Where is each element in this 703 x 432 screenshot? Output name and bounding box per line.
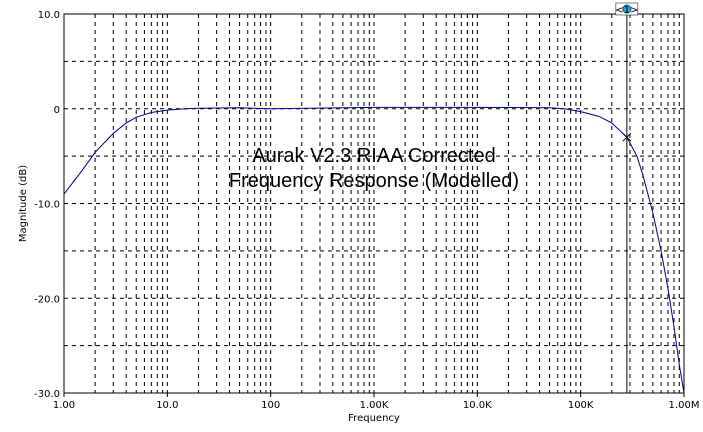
y-axis-ticks: 10.0 0 -10.0 -20.0 -30.0 (34, 10, 60, 400)
x-tick-label: 1.00M (669, 400, 700, 411)
x-axis-label: Frequency (348, 413, 400, 424)
cursor-x-marker-icon (622, 132, 632, 142)
y-tick-label: -10.0 (34, 200, 60, 211)
grid-lines (64, 14, 684, 393)
x-axis-ticks: 1.00 10.0 100 1.00K 10.0K 100K 1.00M (53, 393, 700, 411)
y-axis-label: Magnitude (dB) (18, 165, 29, 242)
cursor-dot-icon[interactable] (622, 4, 632, 14)
x-tick-label: 1.00 (53, 400, 75, 411)
x-tick-label: 10.0 (156, 400, 178, 411)
annotation-line-2: Frequency Response (Modelled) (229, 170, 519, 192)
y-tick-label: -30.0 (34, 389, 60, 400)
annotation-line-1: Aurak V2.3 RIAA Corrected (252, 145, 495, 167)
x-tick-label: 10.0K (463, 400, 492, 411)
x-tick-label: 1.00K (360, 400, 389, 411)
x-tick-label: 100 (261, 400, 280, 411)
cursor-label: <1> (615, 5, 638, 16)
y-tick-label: 10.0 (38, 10, 60, 21)
y-tick-label: 0 (54, 105, 60, 116)
cursor-marker[interactable]: <1> (615, 2, 638, 393)
y-tick-label: -20.0 (34, 294, 60, 305)
response-curve (63, 106, 685, 394)
x-tick-label: 100K (568, 400, 594, 411)
